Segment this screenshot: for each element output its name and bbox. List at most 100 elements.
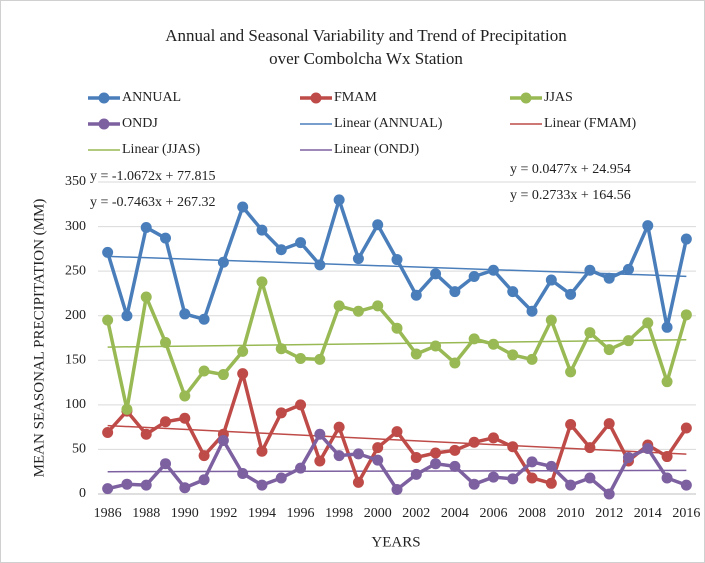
point <box>198 313 210 325</box>
point <box>661 472 673 484</box>
legend-label: ANNUAL <box>122 90 181 105</box>
point <box>584 442 596 454</box>
point <box>179 308 191 320</box>
point <box>391 322 403 334</box>
point <box>391 254 403 266</box>
point <box>526 472 538 484</box>
point <box>140 428 152 440</box>
point <box>391 426 403 438</box>
y-tick-label: 0 <box>79 486 86 501</box>
x-tick-label: 2012 <box>595 506 623 521</box>
legend-label: Linear (ANNUAL) <box>334 116 443 131</box>
point <box>256 479 268 491</box>
point <box>468 270 480 282</box>
point <box>372 219 384 231</box>
x-tick-label: 2006 <box>479 506 507 521</box>
point <box>275 343 287 355</box>
point <box>410 468 422 480</box>
point <box>333 194 345 206</box>
point <box>545 274 557 286</box>
point <box>642 443 654 455</box>
point <box>237 345 249 357</box>
point <box>468 478 480 490</box>
point <box>140 479 152 491</box>
legend-label: FMAM <box>334 90 377 105</box>
point <box>102 483 114 495</box>
x-tick-label: 1996 <box>287 506 315 521</box>
point <box>680 422 692 434</box>
legend-label: ONDJ <box>122 116 158 131</box>
point <box>468 436 480 448</box>
point <box>545 314 557 326</box>
point <box>507 473 519 485</box>
trend-equation: y = -1.0672x + 77.815 <box>90 169 215 184</box>
x-tick-label: 2004 <box>441 506 469 521</box>
point <box>584 472 596 484</box>
x-axis-title: YEARS <box>371 534 420 550</box>
point <box>314 259 326 271</box>
point <box>121 478 133 490</box>
trend-equation: y = 0.0477x + 24.954 <box>510 162 631 177</box>
point <box>642 317 654 329</box>
y-tick-label: 350 <box>65 174 86 189</box>
point <box>198 474 210 486</box>
point <box>468 333 480 345</box>
legend-marker <box>98 92 110 104</box>
point <box>160 416 172 428</box>
point <box>430 458 442 470</box>
x-tick-label: 2010 <box>557 506 585 521</box>
point <box>410 451 422 463</box>
point <box>680 233 692 245</box>
x-tick-label: 1986 <box>94 506 122 521</box>
point <box>102 246 114 258</box>
point <box>160 336 172 348</box>
trend-line <box>107 339 687 348</box>
x-tick-label: 2000 <box>364 506 392 521</box>
point <box>449 286 461 298</box>
x-tick-label: 1990 <box>171 506 199 521</box>
point <box>410 289 422 301</box>
x-tick-label: 1992 <box>209 506 237 521</box>
point <box>603 344 615 356</box>
point <box>217 435 229 447</box>
chart-title: Annual and Seasonal Variability and Tren… <box>165 26 567 45</box>
point <box>661 451 673 463</box>
point <box>680 479 692 491</box>
point <box>487 264 499 276</box>
point <box>526 305 538 317</box>
point <box>179 390 191 402</box>
point <box>584 327 596 339</box>
point <box>352 253 364 265</box>
point <box>526 456 538 468</box>
point <box>565 366 577 378</box>
point <box>314 353 326 365</box>
point <box>333 450 345 462</box>
point <box>352 305 364 317</box>
point <box>237 368 249 380</box>
point <box>160 458 172 470</box>
point <box>449 460 461 472</box>
point <box>391 484 403 496</box>
point <box>314 455 326 467</box>
point <box>526 353 538 365</box>
legend-label: JJAS <box>544 90 573 105</box>
point <box>449 444 461 456</box>
point <box>295 237 307 249</box>
y-tick-label: 250 <box>65 263 86 278</box>
point <box>102 314 114 326</box>
point <box>680 309 692 321</box>
point <box>295 399 307 411</box>
point <box>507 286 519 298</box>
point <box>256 224 268 236</box>
point <box>661 376 673 388</box>
y-tick-label: 300 <box>65 219 86 234</box>
legend-marker <box>310 92 322 104</box>
point <box>237 201 249 213</box>
point <box>565 479 577 491</box>
point <box>160 232 172 244</box>
point <box>198 450 210 462</box>
point <box>430 447 442 459</box>
point <box>507 441 519 453</box>
